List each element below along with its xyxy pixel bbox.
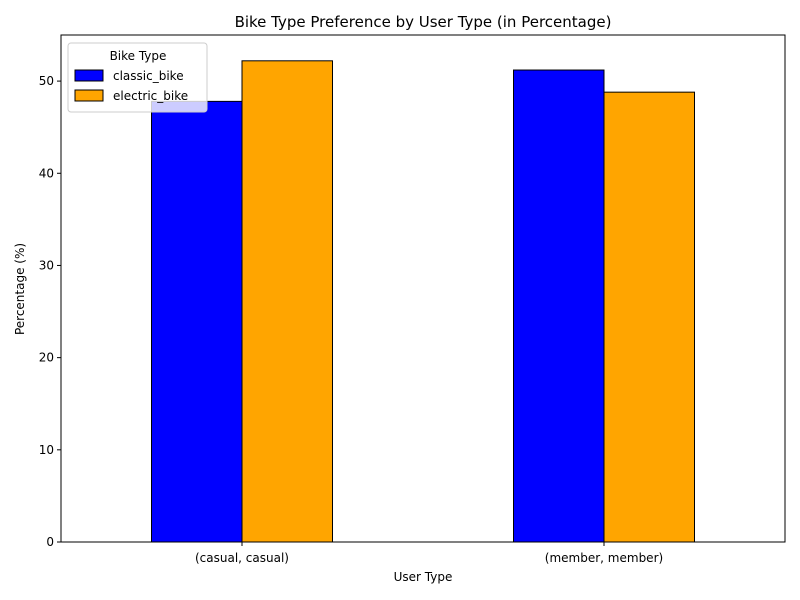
legend: Bike Type classic_bike electric_bike [67,42,208,113]
chart-title: Bike Type Preference by User Type (in Pe… [235,13,612,31]
plot-area: 0 10 20 30 40 50 (casual, casual) (member, mem… [39,34,786,565]
y-axis-label: Percentage (%) [13,243,27,335]
y-tick-label: 40 [39,166,54,180]
bar-electric-bike-0 [241,60,333,543]
y-tick-label: 20 [39,351,54,365]
legend-label-electric-bike: electric_bike [113,89,188,103]
x-axis: (casual, casual) (member, member) [195,542,663,565]
x-axis-label: User Type [394,570,453,584]
plot-frame [60,34,786,543]
bars [151,60,695,543]
bar-electric-bike-1 [603,91,695,543]
legend-swatch-electric-bike [74,89,104,102]
bar-classic-bike-1 [513,69,605,543]
legend-title: Bike Type [110,49,167,63]
y-tick-label: 50 [39,74,54,88]
y-axis: 0 10 20 30 40 50 [39,74,61,549]
legend-label-classic-bike: classic_bike [113,69,184,83]
y-tick-label: 10 [39,443,54,457]
x-tick-label: (member, member) [545,551,663,565]
x-tick-label: (casual, casual) [195,551,289,565]
bar-classic-bike-0 [151,100,243,543]
legend-swatch-classic-bike [74,69,104,82]
y-tick-label: 0 [46,535,54,549]
y-tick-label: 30 [39,258,54,272]
